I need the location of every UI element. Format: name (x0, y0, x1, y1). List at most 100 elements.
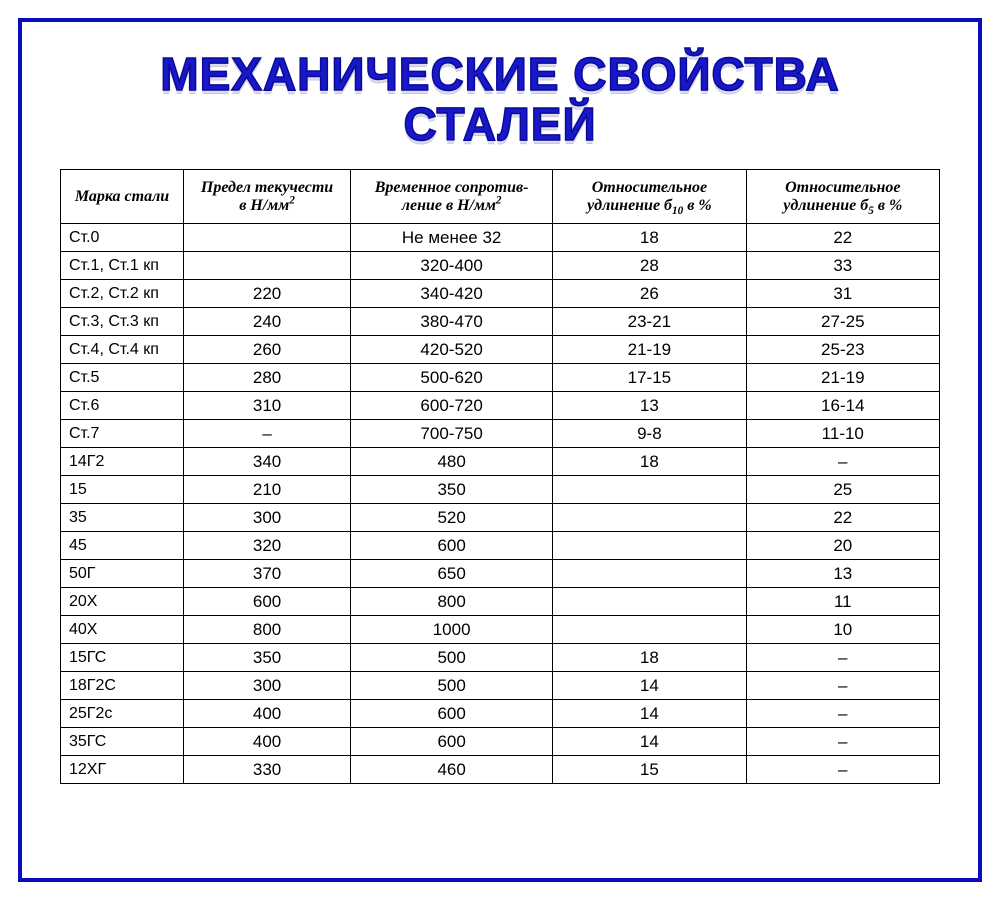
value-cell: 26 (553, 280, 746, 308)
table-container: Марка сталиПредел текучестив Н/мм2Времен… (60, 169, 940, 784)
value-cell: 31 (746, 280, 939, 308)
table-row: Ст.3, Ст.3 кп240380-47023-2127-25 (61, 308, 940, 336)
table-row: Ст.5280500-62017-1521-19 (61, 364, 940, 392)
value-cell (553, 616, 746, 644)
value-cell: 27-25 (746, 308, 939, 336)
steel-grade-cell: Ст.3, Ст.3 кп (61, 308, 184, 336)
value-cell: 340-420 (351, 280, 553, 308)
steel-grade-cell: 20Х (61, 588, 184, 616)
table-row: 14Г234048018– (61, 448, 940, 476)
table-row: 20Х600800 11 (61, 588, 940, 616)
value-cell (553, 588, 746, 616)
table-header: Марка сталиПредел текучестив Н/мм2Времен… (61, 170, 940, 224)
value-cell: 340 (184, 448, 351, 476)
column-header-2: Временное сопротив-ление в Н/мм2 (351, 170, 553, 224)
value-cell: 15 (553, 756, 746, 784)
value-cell: 9-8 (553, 420, 746, 448)
document-title: МЕХАНИЧЕСКИЕ СВОЙСТВА СТАЛЕЙ (22, 50, 978, 149)
value-cell: 500 (351, 672, 553, 700)
value-cell: 320 (184, 532, 351, 560)
value-cell: 11-10 (746, 420, 939, 448)
steel-grade-cell: 25Г2с (61, 700, 184, 728)
title-line-2: СТАЛЕЙ (403, 98, 596, 150)
value-cell: – (184, 420, 351, 448)
table-row: Ст.6310600-7201316-14 (61, 392, 940, 420)
value-cell: 500 (351, 644, 553, 672)
value-cell: 14 (553, 672, 746, 700)
value-cell (553, 504, 746, 532)
value-cell (553, 476, 746, 504)
steel-grade-cell: 35ГС (61, 728, 184, 756)
steel-grade-cell: 35 (61, 504, 184, 532)
value-cell: Не менее 32 (351, 224, 553, 252)
value-cell: 10 (746, 616, 939, 644)
table-body: Ст.0Не менее 321822Ст.1, Ст.1 кп320-4002… (61, 224, 940, 784)
steel-properties-table: Марка сталиПредел текучестив Н/мм2Времен… (60, 169, 940, 784)
column-header-3: Относительноеудлинение б10 в % (553, 170, 746, 224)
steel-grade-cell: 18Г2С (61, 672, 184, 700)
table-row: 15ГС35050018– (61, 644, 940, 672)
value-cell: 420-520 (351, 336, 553, 364)
steel-grade-cell: 12ХГ (61, 756, 184, 784)
value-cell: 11 (746, 588, 939, 616)
value-cell: 22 (746, 504, 939, 532)
steel-grade-cell: Ст.4, Ст.4 кп (61, 336, 184, 364)
table-row: 40Х800100010 (61, 616, 940, 644)
column-header-4: Относительноеудлинение б5 в % (746, 170, 939, 224)
steel-grade-cell: 15ГС (61, 644, 184, 672)
value-cell: 800 (351, 588, 553, 616)
value-cell: 650 (351, 560, 553, 588)
value-cell (553, 532, 746, 560)
value-cell: 17-15 (553, 364, 746, 392)
value-cell: 300 (184, 672, 351, 700)
value-cell: 13 (746, 560, 939, 588)
steel-grade-cell: Ст.1, Ст.1 кп (61, 252, 184, 280)
value-cell: 300 (184, 504, 351, 532)
value-cell: 520 (351, 504, 553, 532)
steel-grade-cell: Ст.7 (61, 420, 184, 448)
value-cell: 14 (553, 728, 746, 756)
value-cell: 350 (184, 644, 351, 672)
table-row: 18Г2С30050014– (61, 672, 940, 700)
value-cell: 1000 (351, 616, 553, 644)
value-cell: – (746, 644, 939, 672)
table-row: 35ГС40060014– (61, 728, 940, 756)
value-cell: 600 (351, 728, 553, 756)
value-cell: – (746, 672, 939, 700)
steel-grade-cell: Ст.2, Ст.2 кп (61, 280, 184, 308)
value-cell: 800 (184, 616, 351, 644)
value-cell: 460 (351, 756, 553, 784)
steel-grade-cell: 45 (61, 532, 184, 560)
value-cell (184, 252, 351, 280)
value-cell: 260 (184, 336, 351, 364)
value-cell: 220 (184, 280, 351, 308)
value-cell: 500-620 (351, 364, 553, 392)
value-cell: 600 (351, 532, 553, 560)
column-header-1: Предел текучестив Н/мм2 (184, 170, 351, 224)
value-cell: 21-19 (746, 364, 939, 392)
table-row: Ст.0Не менее 321822 (61, 224, 940, 252)
value-cell (553, 560, 746, 588)
table-row: 25Г2с40060014– (61, 700, 940, 728)
table-row: Ст.4, Ст.4 кп260420-52021-1925-23 (61, 336, 940, 364)
value-cell: 13 (553, 392, 746, 420)
steel-grade-cell: 15 (61, 476, 184, 504)
steel-grade-cell: Ст.6 (61, 392, 184, 420)
table-row: Ст.7–700-7509-811-10 (61, 420, 940, 448)
value-cell: 330 (184, 756, 351, 784)
column-header-0: Марка стали (61, 170, 184, 224)
value-cell: 14 (553, 700, 746, 728)
value-cell: 600 (184, 588, 351, 616)
steel-grade-cell: Ст.5 (61, 364, 184, 392)
document-frame: МЕХАНИЧЕСКИЕ СВОЙСТВА СТАЛЕЙ Марка стали… (18, 18, 982, 882)
table-row: Ст.1, Ст.1 кп320-4002833 (61, 252, 940, 280)
value-cell: 600 (351, 700, 553, 728)
value-cell: 18 (553, 448, 746, 476)
value-cell: 320-400 (351, 252, 553, 280)
value-cell: 280 (184, 364, 351, 392)
value-cell: 18 (553, 224, 746, 252)
value-cell: 380-470 (351, 308, 553, 336)
value-cell: 370 (184, 560, 351, 588)
value-cell: 240 (184, 308, 351, 336)
value-cell: 400 (184, 728, 351, 756)
